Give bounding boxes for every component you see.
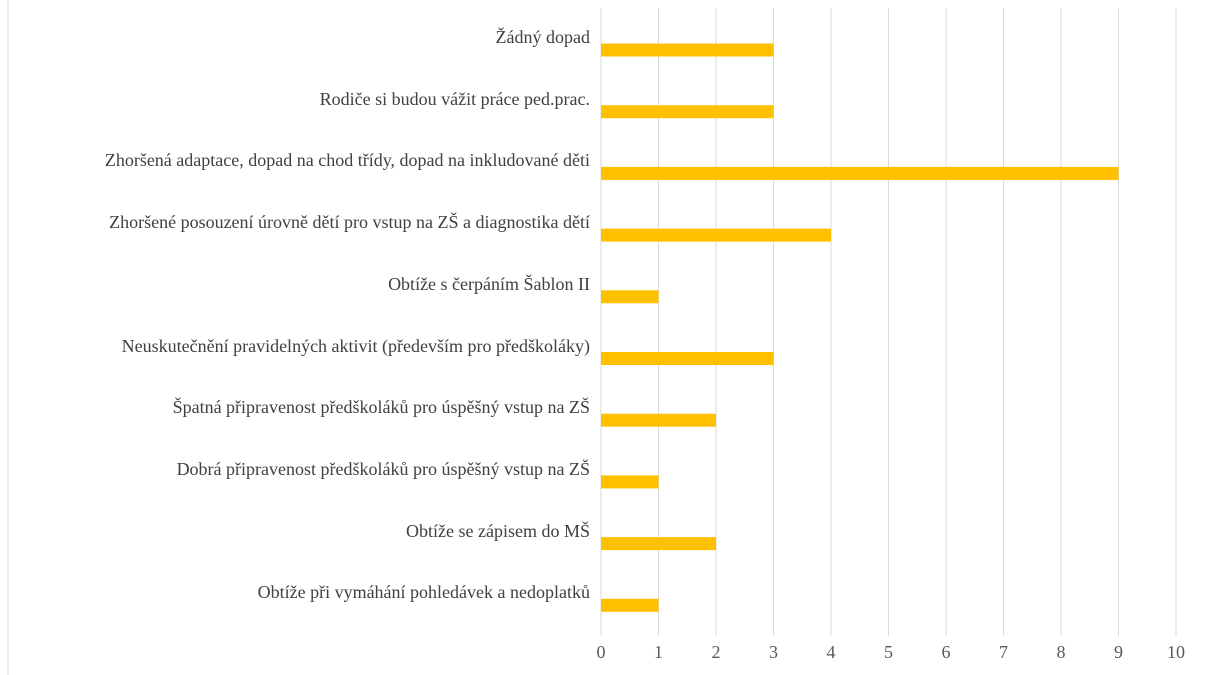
bar — [601, 537, 716, 551]
y-tick-label: Zhoršené posouzení úrovně dětí pro vstup… — [109, 212, 590, 233]
bar — [601, 598, 659, 612]
bar — [601, 166, 1119, 180]
y-tick-label: Špatná připravenost předškoláků pro úspě… — [172, 397, 590, 418]
bar — [601, 43, 774, 57]
x-tick-label: 9 — [1114, 642, 1123, 662]
y-tick-label: Zhoršená adaptace, dopad na chod třídy, … — [104, 150, 590, 171]
bar — [601, 352, 774, 365]
y-tick-label: Neuskutečnění pravidelných aktivit (před… — [121, 335, 590, 356]
bar — [601, 413, 716, 427]
x-tick-label: 7 — [999, 642, 1008, 662]
y-tick-label: Dobrá připravenost předškoláků pro úspěš… — [176, 458, 590, 479]
bar — [601, 228, 831, 242]
x-tick-label: 6 — [942, 642, 951, 662]
x-tick-label: 0 — [597, 642, 606, 662]
x-tick-label: 3 — [769, 642, 778, 662]
y-tick-label: Rodiče si budou vážit práce ped.prac. — [319, 88, 590, 109]
x-tick-label: 4 — [827, 642, 836, 662]
bar — [601, 290, 659, 304]
y-tick-label: Obtíže se zápisem do MŠ — [406, 520, 590, 541]
y-tick-label: Obtíže s čerpáním Šablon II — [388, 273, 590, 294]
x-tick-label: 2 — [712, 642, 721, 662]
x-tick-label: 1 — [654, 642, 663, 662]
bar — [601, 475, 659, 489]
x-tick-label: 5 — [884, 642, 893, 662]
x-tick-label: 10 — [1167, 642, 1185, 662]
y-tick-label: Obtíže při vymáhání pohledávek a nedopla… — [257, 582, 590, 603]
bar — [601, 105, 774, 119]
x-tick-label: 8 — [1057, 642, 1066, 662]
y-tick-label: Žádný dopad — [495, 27, 590, 47]
